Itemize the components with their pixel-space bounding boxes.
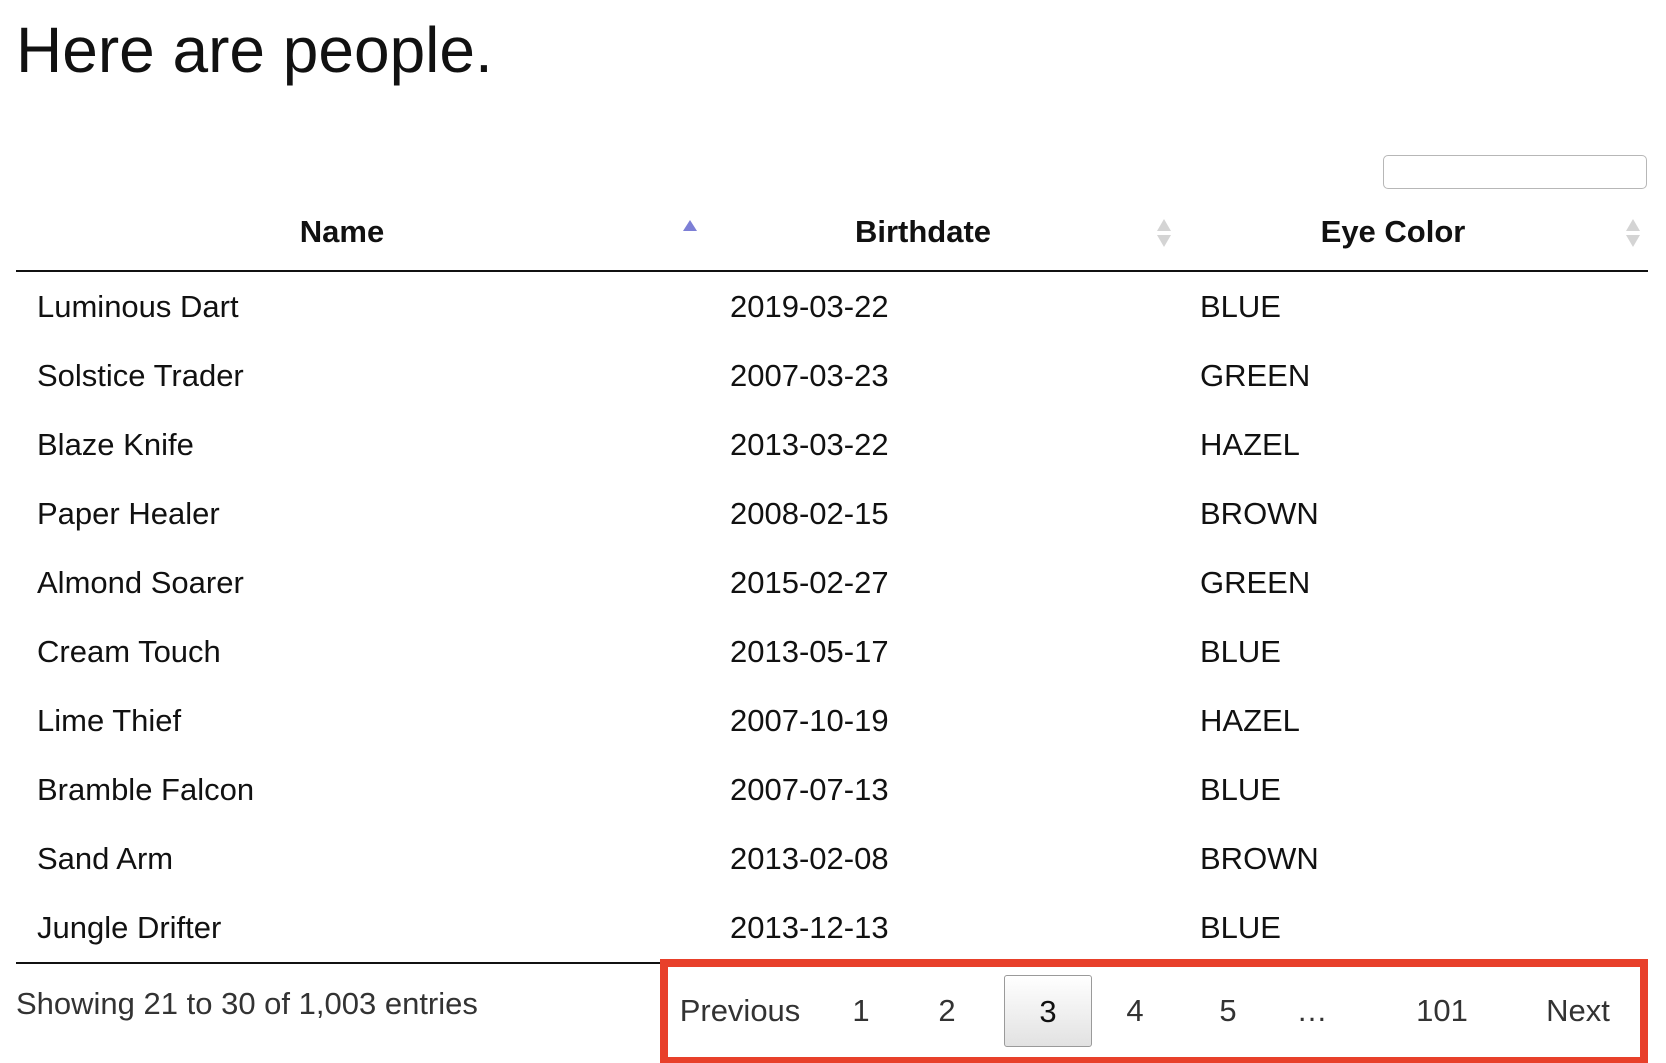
- table-row: Jungle Drifter 2013-12-13 BLUE: [16, 893, 1648, 962]
- cell-name: Almond Soarer: [37, 565, 244, 600]
- cell-name: Cream Touch: [37, 634, 221, 669]
- cell-eye-color: HAZEL: [1200, 703, 1300, 738]
- cell-eye-color: HAZEL: [1200, 427, 1300, 462]
- cell-eye-color: GREEN: [1200, 358, 1311, 393]
- column-header-name[interactable]: Name: [16, 200, 708, 270]
- cell-birthdate: 2013-12-13: [730, 910, 889, 945]
- page-button-4[interactable]: 4: [1126, 993, 1144, 1028]
- previous-button[interactable]: Previous: [679, 993, 801, 1028]
- cell-eye-color: BROWN: [1200, 841, 1319, 876]
- cell-birthdate: 2013-03-22: [730, 427, 889, 462]
- pagination: Previous 1 2 3 4 5 … 101 Next: [668, 967, 1640, 1057]
- cell-eye-color: BLUE: [1200, 289, 1281, 324]
- cell-birthdate: 2015-02-27: [730, 565, 889, 600]
- table-row: Luminous Dart 2019-03-22 BLUE: [16, 272, 1648, 341]
- cell-name: Solstice Trader: [37, 358, 244, 393]
- table-row: Blaze Knife 2013-03-22 HAZEL: [16, 410, 1648, 479]
- table-body: Luminous Dart 2019-03-22 BLUE Solstice T…: [16, 272, 1648, 962]
- table-row: Sand Arm 2013-02-08 BROWN: [16, 824, 1648, 893]
- table-row: Solstice Trader 2007-03-23 GREEN: [16, 341, 1648, 410]
- cell-birthdate: 2007-03-23: [730, 358, 889, 393]
- cell-name: Paper Healer: [37, 496, 220, 531]
- page-title: Here are people.: [16, 14, 493, 86]
- cell-name: Sand Arm: [37, 841, 174, 876]
- cell-birthdate: 2007-10-19: [730, 703, 889, 738]
- page-button-101[interactable]: 101: [1416, 993, 1468, 1028]
- people-table: Name Birthdate Eye Color Luminous Dart 2…: [16, 200, 1648, 964]
- column-header-eye-color[interactable]: Eye Color: [1178, 200, 1648, 270]
- cell-birthdate: 2019-03-22: [730, 289, 889, 324]
- sort-both-icon: [1626, 219, 1640, 247]
- next-button[interactable]: Next: [1546, 993, 1610, 1028]
- cell-eye-color: BLUE: [1200, 772, 1281, 807]
- cell-eye-color: BLUE: [1200, 910, 1281, 945]
- column-header-birthdate[interactable]: Birthdate: [708, 200, 1178, 270]
- pagination-highlight-box: [660, 959, 1648, 1063]
- cell-name: Blaze Knife: [37, 427, 194, 462]
- page-button-2[interactable]: 2: [938, 993, 956, 1028]
- cell-birthdate: 2007-07-13: [730, 772, 889, 807]
- cell-name: Lime Thief: [37, 703, 182, 738]
- cell-birthdate: 2013-05-17: [730, 634, 889, 669]
- cell-eye-color: BLUE: [1200, 634, 1281, 669]
- cell-birthdate: 2013-02-08: [730, 841, 889, 876]
- column-header-label: Name: [299, 214, 385, 249]
- page-button-5[interactable]: 5: [1219, 993, 1237, 1028]
- cell-eye-color: BROWN: [1200, 496, 1319, 531]
- table-info: Showing 21 to 30 of 1,003 entries: [16, 986, 478, 1021]
- column-header-label: Birthdate: [854, 214, 992, 249]
- cell-birthdate: 2008-02-15: [730, 496, 889, 531]
- cell-eye-color: GREEN: [1200, 565, 1311, 600]
- sort-both-icon: [1157, 219, 1171, 247]
- table-row: Cream Touch 2013-05-17 BLUE: [16, 617, 1648, 686]
- table-row: Bramble Falcon 2007-07-13 BLUE: [16, 755, 1648, 824]
- page-button-3-current[interactable]: 3: [1004, 975, 1092, 1047]
- pagination-ellipsis: …: [1296, 993, 1328, 1028]
- cell-name: Jungle Drifter: [37, 910, 222, 945]
- table-row: Almond Soarer 2015-02-27 GREEN: [16, 548, 1648, 617]
- table-row: Lime Thief 2007-10-19 HAZEL: [16, 686, 1648, 755]
- cell-name: Bramble Falcon: [37, 772, 255, 807]
- table-header: Name Birthdate Eye Color: [16, 200, 1648, 272]
- cell-name: Luminous Dart: [37, 289, 239, 324]
- column-header-label: Eye Color: [1320, 214, 1466, 249]
- sort-ascending-icon: [683, 220, 697, 231]
- page-button-1[interactable]: 1: [852, 993, 870, 1028]
- table-row: Paper Healer 2008-02-15 BROWN: [16, 479, 1648, 548]
- search-input[interactable]: [1383, 155, 1647, 189]
